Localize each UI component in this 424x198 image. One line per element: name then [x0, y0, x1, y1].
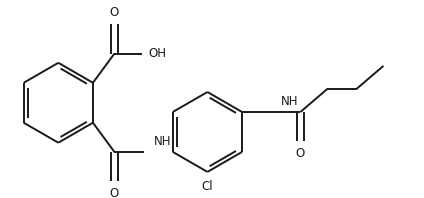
Text: O: O — [296, 147, 305, 160]
Text: Cl: Cl — [202, 180, 213, 193]
Text: O: O — [110, 187, 119, 198]
Text: O: O — [110, 6, 119, 19]
Text: OH: OH — [148, 47, 166, 60]
Text: NH: NH — [281, 95, 299, 108]
Text: NH: NH — [153, 135, 171, 148]
